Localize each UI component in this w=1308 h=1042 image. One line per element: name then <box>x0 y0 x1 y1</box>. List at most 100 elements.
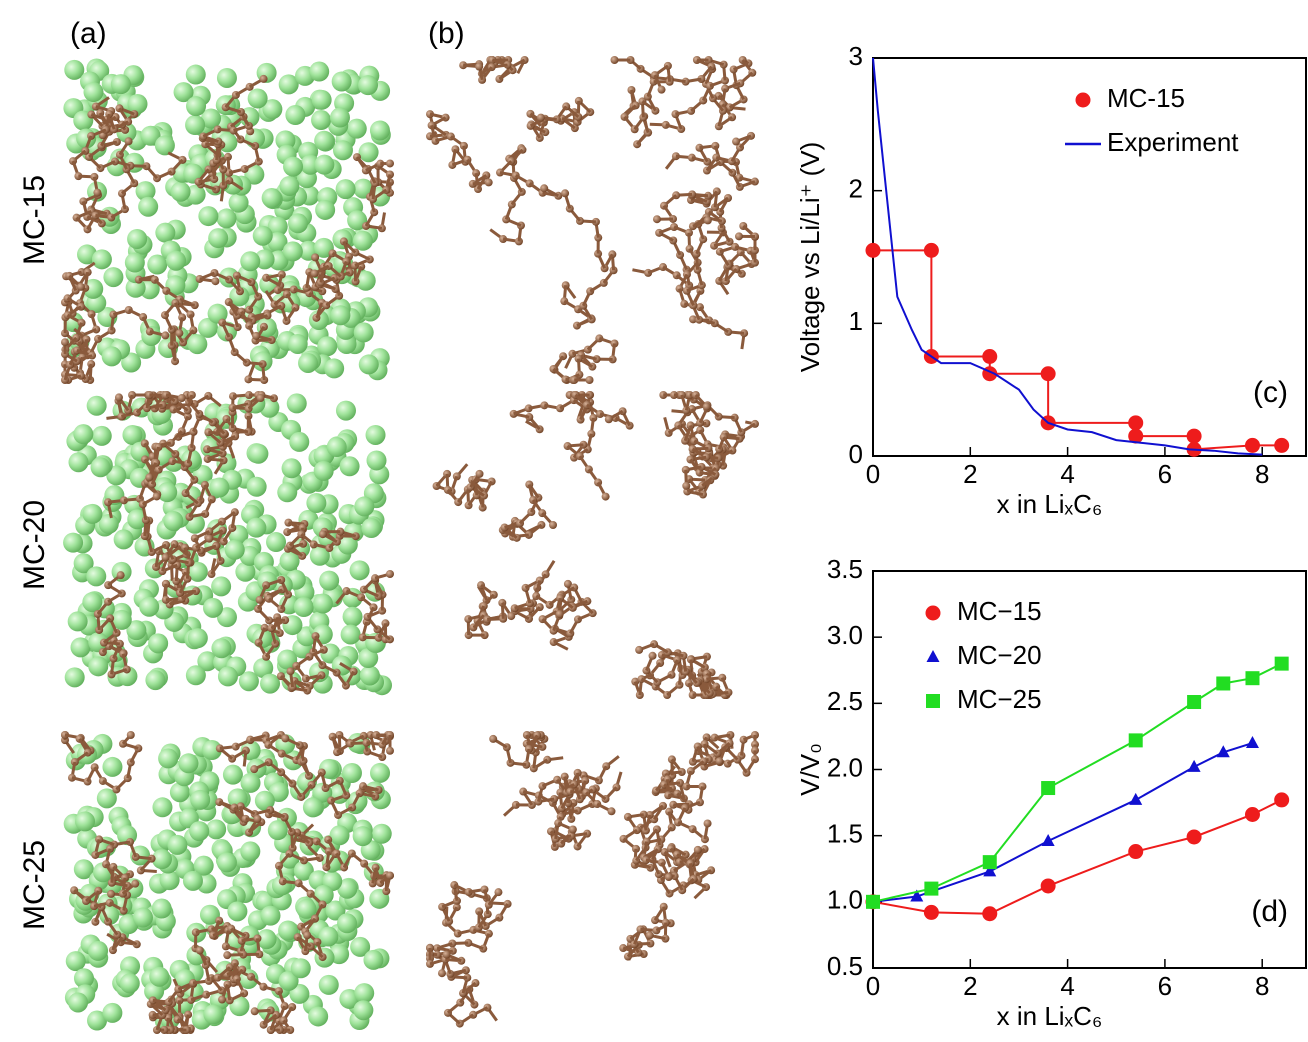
marker <box>1040 878 1056 894</box>
li-atom <box>282 241 303 262</box>
li-atom <box>349 560 370 581</box>
c-atom <box>540 184 549 193</box>
li-atom <box>278 920 299 941</box>
li-atom <box>290 958 311 979</box>
marker <box>1041 781 1056 796</box>
li-atom <box>358 648 379 669</box>
li-atom <box>337 878 358 899</box>
li-atom <box>369 120 390 141</box>
x-tick-label: 0 <box>866 971 880 1001</box>
li-atom <box>101 346 122 367</box>
li-atom <box>124 252 145 273</box>
li-atom <box>314 130 335 151</box>
x-tick-label: 2 <box>963 971 977 1001</box>
li-atom <box>88 632 109 653</box>
c-atom <box>107 889 116 898</box>
marker <box>923 904 939 920</box>
li-atom <box>317 336 338 357</box>
li-atom <box>279 848 300 869</box>
panel-label: (d) <box>1251 895 1288 928</box>
li-atom <box>246 476 267 497</box>
li-atom <box>166 250 187 271</box>
li-atom <box>185 184 206 205</box>
li-atom <box>75 811 96 832</box>
li-atom <box>208 228 229 249</box>
c-atom <box>475 62 484 71</box>
li-atom <box>86 566 107 587</box>
c-atom <box>256 394 265 403</box>
li-atom <box>113 529 134 550</box>
x-tick-label: 0 <box>866 459 880 489</box>
li-atom <box>64 59 85 80</box>
c-atom <box>76 282 85 291</box>
li-atom <box>261 187 282 208</box>
c-atom <box>195 946 204 955</box>
li-atom <box>279 175 300 196</box>
li-atom <box>103 267 124 288</box>
li-atom <box>198 206 219 227</box>
c-atom <box>218 995 227 1004</box>
li-atom <box>335 179 356 200</box>
li-atom <box>352 826 373 847</box>
li-atom <box>335 400 356 421</box>
li-atom <box>216 208 237 229</box>
li-atom <box>139 596 160 617</box>
c-atom <box>494 888 503 897</box>
marker <box>982 906 998 922</box>
li-atom <box>306 492 327 513</box>
x-tick-label: 4 <box>1060 971 1074 1001</box>
marker <box>1244 437 1260 453</box>
li-atom <box>211 638 232 659</box>
li-atom <box>358 354 379 375</box>
li-atom <box>293 597 314 618</box>
li-atom <box>340 624 361 645</box>
marker <box>866 894 880 909</box>
li-atom <box>286 393 307 414</box>
li-atom <box>308 1006 329 1027</box>
marker <box>982 855 997 870</box>
li-atom <box>186 96 207 117</box>
li-atom <box>111 609 132 630</box>
li-atom <box>70 637 91 658</box>
marker <box>982 349 998 364</box>
li-atom <box>91 425 112 446</box>
li-atom <box>227 901 248 922</box>
li-atom <box>182 870 203 891</box>
li-atom <box>277 482 298 503</box>
li-atom <box>312 593 333 614</box>
li-atom <box>102 1002 123 1023</box>
li-atom <box>149 966 170 987</box>
c-atom <box>601 492 610 501</box>
li-atom <box>110 74 131 95</box>
li-atom <box>332 140 353 161</box>
c-atom <box>635 645 644 654</box>
x-tick-label: 6 <box>1158 971 1172 1001</box>
panel-label: (c) <box>1253 376 1288 409</box>
li-atom <box>246 517 267 538</box>
li-atom <box>352 230 373 251</box>
marker <box>1040 366 1056 382</box>
marker <box>1128 844 1144 860</box>
li-atom <box>145 670 166 691</box>
li-atom <box>159 870 180 891</box>
li-atom <box>247 88 268 109</box>
li-atom <box>106 465 127 486</box>
structure <box>61 731 394 1034</box>
y-tick-label: 2.5 <box>827 686 863 716</box>
c-atom <box>205 534 214 543</box>
carbon-network <box>61 74 394 384</box>
li-atom <box>187 561 208 582</box>
structures <box>61 56 759 1034</box>
li-atom <box>157 482 178 503</box>
marker <box>1245 671 1260 686</box>
li-atom <box>336 333 357 354</box>
marker <box>1216 745 1230 758</box>
li-atom <box>366 450 387 471</box>
c-atom <box>555 610 564 619</box>
marker <box>1128 415 1144 431</box>
li-atom <box>187 628 208 649</box>
li-atom <box>347 210 368 231</box>
x-tick-label: 8 <box>1255 459 1269 489</box>
li-atom <box>152 797 173 818</box>
li-atom <box>211 576 232 597</box>
